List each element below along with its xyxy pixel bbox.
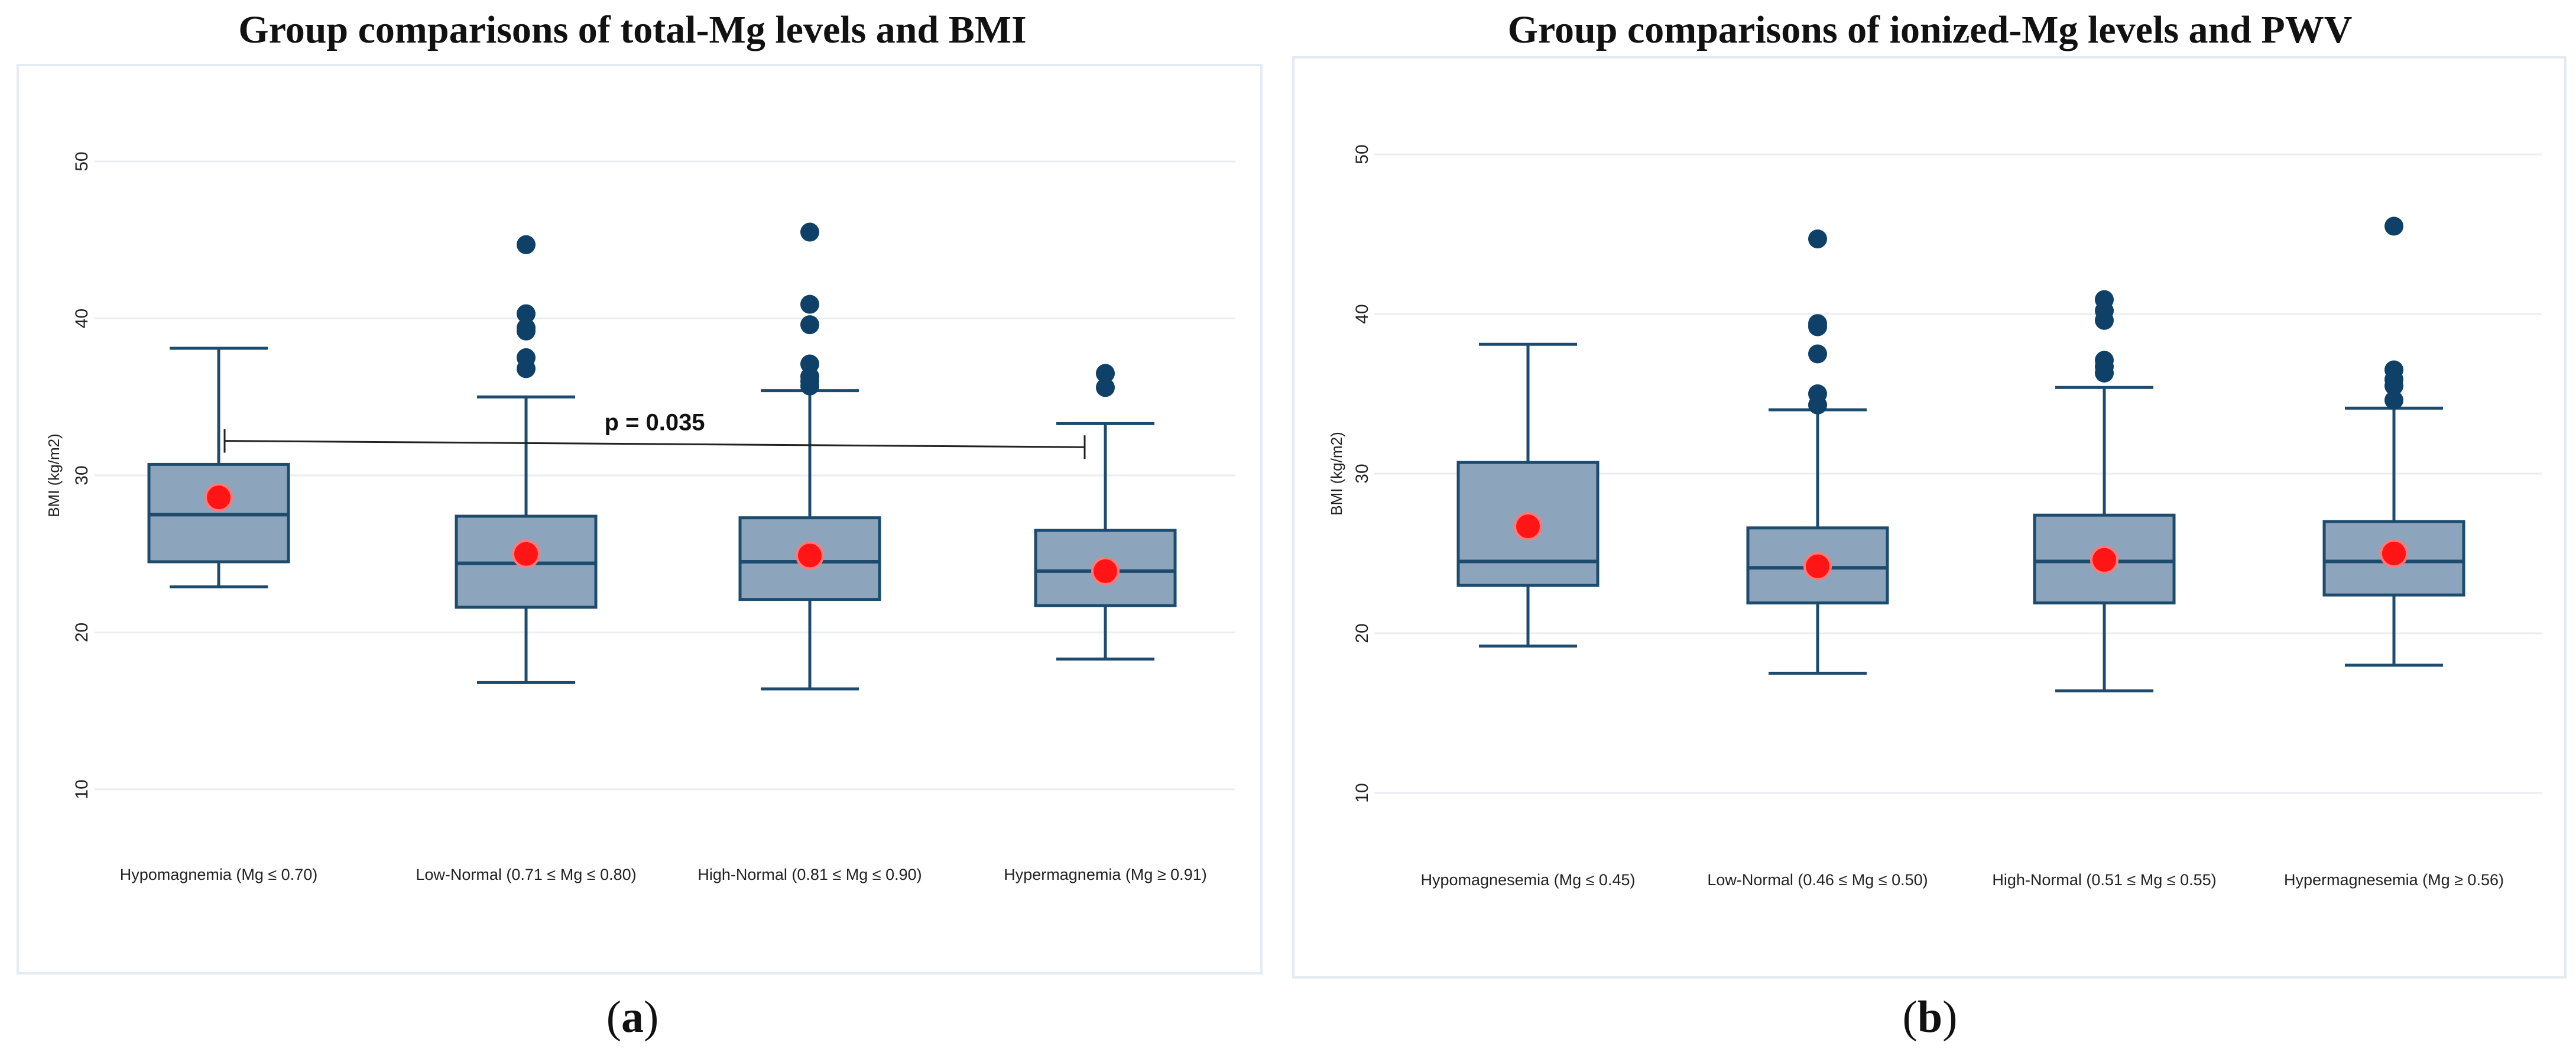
outlier-point [1808,344,1827,364]
box-group [147,347,290,588]
mean-point [1514,512,1542,541]
y-tick-label: 30 [72,465,92,485]
outlier-point [2095,290,2114,309]
outlier-point [800,294,819,314]
outlier-point [517,348,536,367]
box-group [455,235,598,684]
x-category-label: High-Normal (0.51 ≤ Mg ≤ 0.55) [1992,871,2216,889]
box-group [1034,364,1177,661]
outlier-point [517,235,536,254]
outlier-point [2384,390,2403,410]
outlier-point [1808,314,1827,334]
y-tick-label: 30 [1352,464,1372,483]
y-tick-label: 40 [1352,304,1372,323]
box-group [1456,342,1600,648]
outlier-point [517,304,536,323]
y-tick-label: 10 [72,779,92,799]
x-category-label: Hypomagnesemia (Mg ≤ 0.45) [1421,871,1636,889]
panel-a-label: (a) [606,992,659,1042]
x-category-label: Hypermagnemia (Mg ≥ 0.91) [1004,866,1206,883]
y-axis-label: BMI (kg/m2) [1328,432,1345,516]
box-group [2033,290,2176,692]
box-group [738,222,881,691]
p-value-label: p = 0.035 [604,410,705,436]
box-group [2322,216,2465,667]
outlier-point [1808,384,1827,403]
outlier-point [1808,229,1827,249]
outlier-point [1096,378,1115,397]
x-category-label: Low-Normal (0.46 ≤ Mg ≤ 0.50) [1707,871,1928,889]
x-category-label: High-Normal (0.81 ≤ Mg ≤ 0.90) [697,866,922,883]
mean-point [1091,556,1120,585]
significance-line [224,440,1085,448]
y-tick-label: 40 [72,309,92,328]
x-category-label: Hypermagnesemia (Mg ≥ 0.56) [2284,871,2504,889]
y-axis-label: BMI (kg/m2) [45,433,63,517]
panel-b-frame [1292,56,2567,979]
mean-point [796,541,824,570]
outlier-point [517,318,536,338]
mean-point [205,483,233,512]
outlier-point [2095,351,2114,370]
mean-point [2380,539,2408,568]
outlier-point [800,315,819,335]
outlier-point [800,354,819,374]
outlier-point [1096,364,1115,383]
y-tick-label: 10 [1352,783,1372,802]
box-iqr [2033,513,2176,605]
panel-a-title: Group comparisons of total-Mg levels and… [238,8,1027,51]
mean-point [512,539,540,568]
outlier-point [800,222,819,242]
y-tick-label: 50 [1352,144,1372,164]
x-category-label: Low-Normal (0.71 ≤ Mg ≤ 0.80) [416,866,636,883]
panel-b-label: (b) [1902,992,1958,1042]
mean-point [1803,552,1832,581]
outlier-point [2384,360,2403,380]
x-category-label: Hypomagnemia (Mg ≤ 0.70) [120,866,317,883]
y-tick-label: 20 [72,623,92,642]
y-tick-label: 50 [72,151,92,171]
panel-b-title: Group comparisons of ionized-Mg levels a… [1507,8,2353,51]
box-group [1746,229,1889,675]
outlier-point [2384,216,2403,236]
mean-point [2090,545,2118,574]
y-tick-label: 20 [1352,623,1372,643]
